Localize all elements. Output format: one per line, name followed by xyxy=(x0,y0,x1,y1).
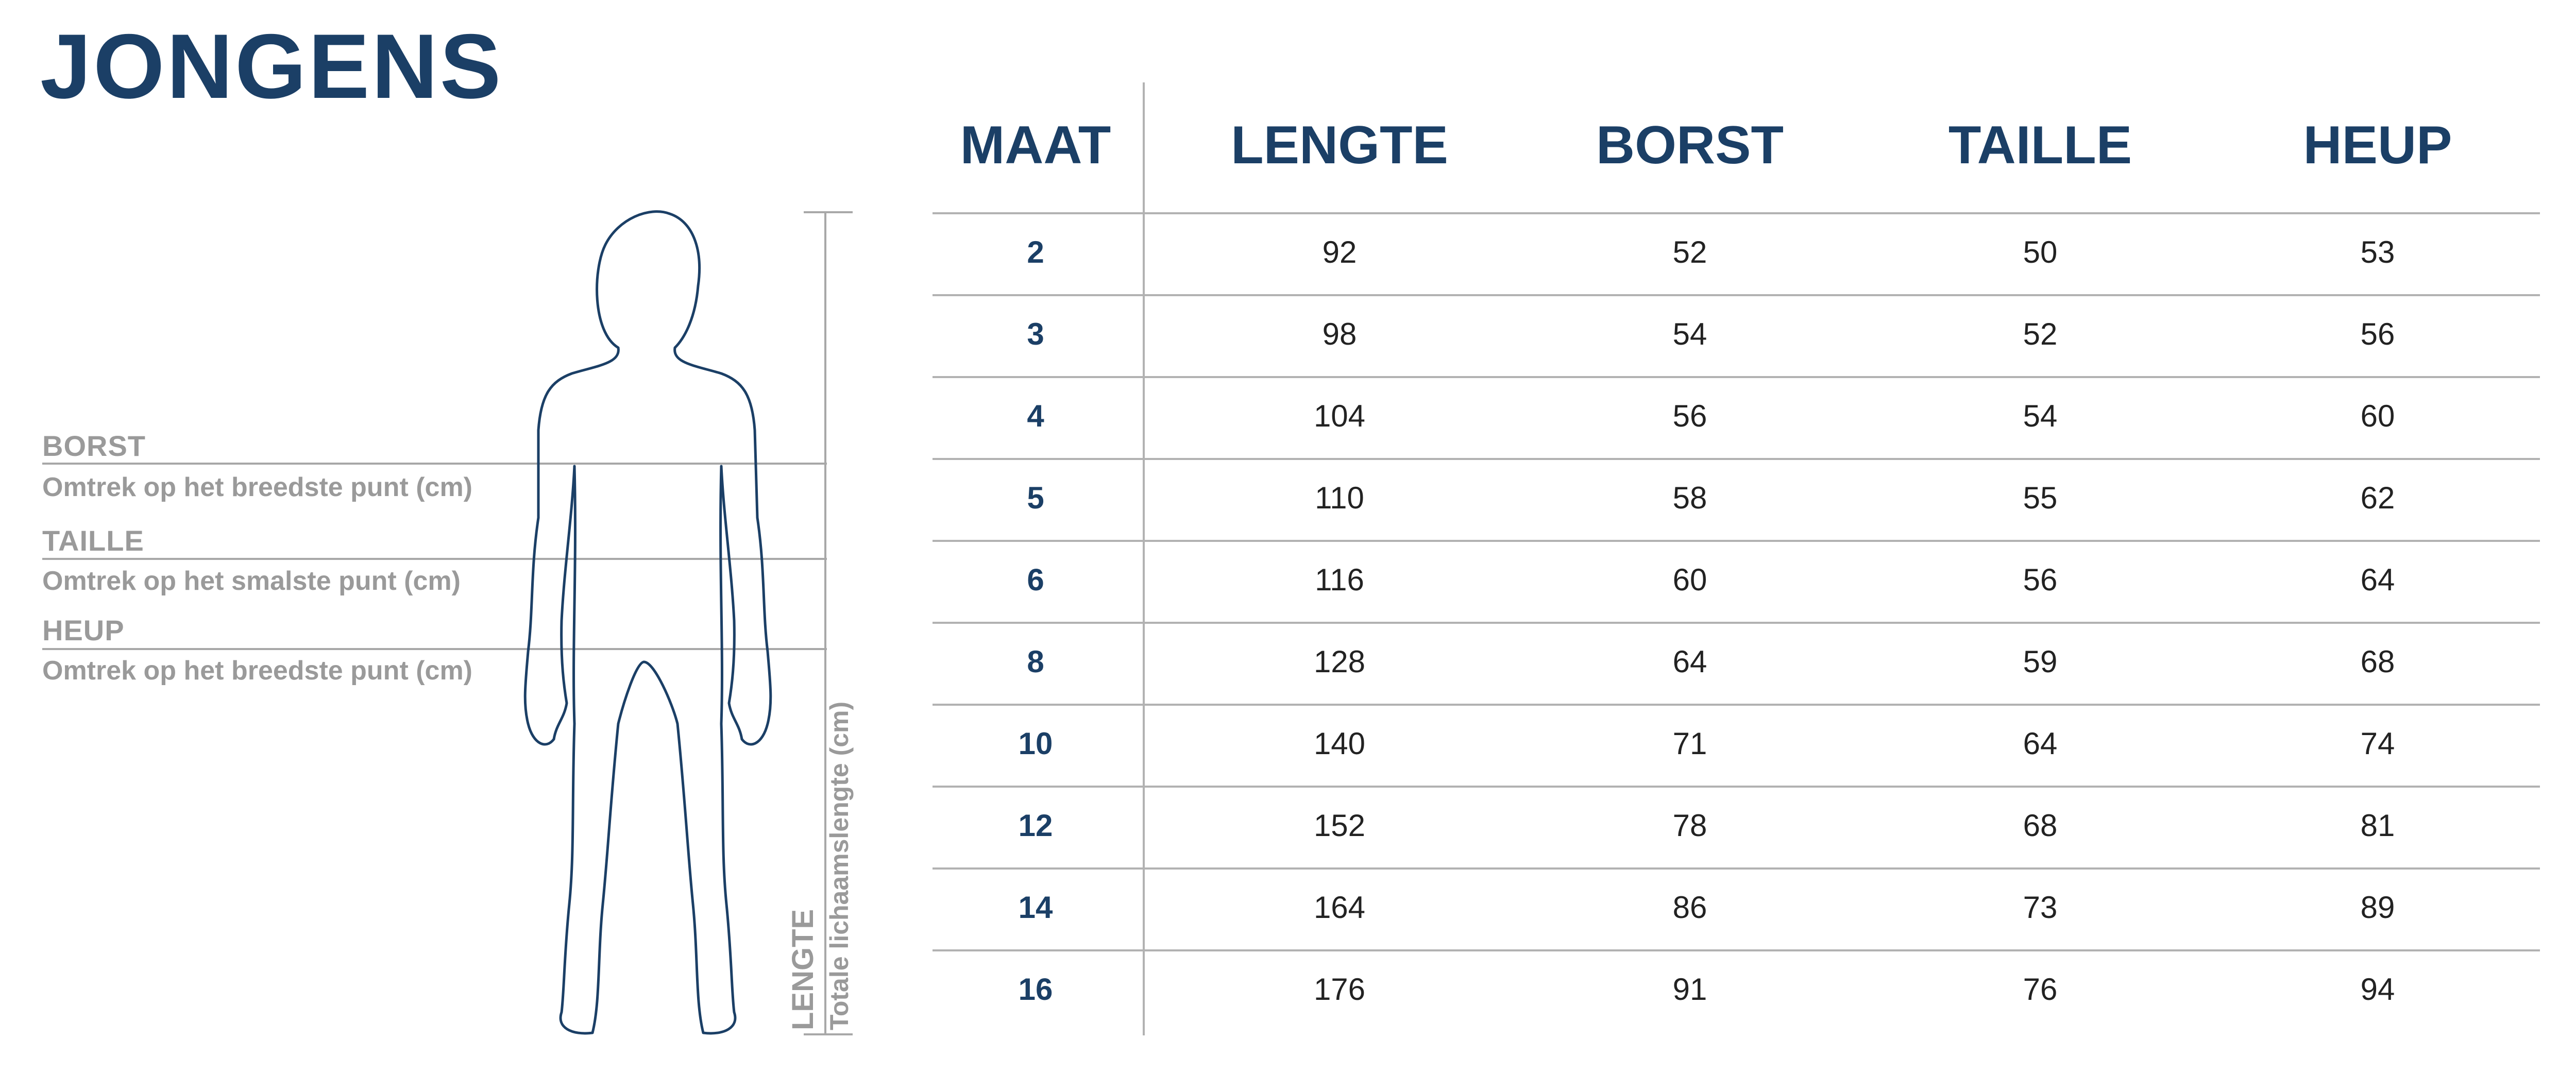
table-row: 14 164 86 73 89 xyxy=(933,867,2540,949)
cell-maat: 5 xyxy=(1027,481,1044,515)
cell-heup: 74 xyxy=(2360,726,2395,761)
cell-lengte: 128 xyxy=(1313,644,1366,679)
cell-borst: 91 xyxy=(1672,972,1707,1007)
cell-maat: 12 xyxy=(1018,808,1053,843)
heup-line xyxy=(42,648,827,650)
cell-heup: 81 xyxy=(2360,808,2395,843)
cell-taille: 73 xyxy=(2023,890,2058,925)
lengte-vertical-label: LENGTE Totale lichaamslengte (cm) xyxy=(786,701,854,1030)
child-figure-icon xyxy=(523,210,772,1035)
cell-borst: 56 xyxy=(1672,399,1707,433)
header-borst: BORST xyxy=(1596,115,1784,175)
header-taille: TAILLE xyxy=(1948,115,2132,175)
cell-maat: 8 xyxy=(1027,644,1044,679)
cell-borst: 52 xyxy=(1672,235,1707,269)
header-heup: HEUP xyxy=(2303,115,2452,175)
cell-lengte: 110 xyxy=(1315,481,1364,515)
cell-heup: 53 xyxy=(2360,235,2395,269)
cell-borst: 71 xyxy=(1672,726,1707,761)
cell-lengte: 164 xyxy=(1313,890,1366,925)
cell-lengte: 98 xyxy=(1322,317,1357,351)
height-bar-bottom-tick xyxy=(804,1033,853,1035)
cell-taille: 68 xyxy=(2023,808,2058,843)
cell-heup: 56 xyxy=(2360,317,2395,351)
cell-maat: 10 xyxy=(1018,726,1053,761)
measure-borst-description: Omtrek op het breedste punt (cm) xyxy=(42,472,472,502)
measure-borst-desc-wrap: Omtrek op het breedste punt (cm) xyxy=(42,474,472,501)
cell-heup: 64 xyxy=(2360,563,2395,597)
cell-maat: 3 xyxy=(1027,317,1044,351)
page-title: JONGENS xyxy=(40,15,503,117)
cell-maat: 4 xyxy=(1027,399,1044,433)
cell-lengte: 152 xyxy=(1313,808,1366,843)
height-bar-top-tick xyxy=(804,211,853,213)
header-lengte: LENGTE xyxy=(1231,115,1448,175)
cell-taille: 52 xyxy=(2023,317,2058,351)
cell-borst: 58 xyxy=(1672,481,1707,515)
measure-lengte-description: Totale lichaamslengte (cm) xyxy=(825,701,854,1030)
measure-heup: HEUP xyxy=(42,616,125,645)
table-row: 6 116 60 56 64 xyxy=(933,540,2540,622)
measure-heup-description: Omtrek op het breedste punt (cm) xyxy=(42,656,472,686)
table-row: 8 128 64 59 68 xyxy=(933,622,2540,704)
table-row: 4 104 56 54 60 xyxy=(933,376,2540,458)
cell-lengte: 140 xyxy=(1313,726,1366,761)
cell-taille: 54 xyxy=(2023,399,2058,433)
cell-maat: 14 xyxy=(1018,890,1053,925)
table-column-divider xyxy=(1143,82,1145,1035)
cell-borst: 54 xyxy=(1672,317,1707,351)
measure-heup-label: HEUP xyxy=(42,614,125,646)
table-row: 2 92 52 50 53 xyxy=(933,212,2540,294)
cell-taille: 50 xyxy=(2023,235,2058,269)
header-maat: MAAT xyxy=(960,115,1111,175)
measure-lengte-label: LENGTE xyxy=(786,909,820,1030)
cell-heup: 68 xyxy=(2360,644,2395,679)
cell-borst: 64 xyxy=(1672,644,1707,679)
measure-taille: TAILLE xyxy=(42,526,144,555)
measure-taille-description: Omtrek op het smalste punt (cm) xyxy=(42,566,461,596)
cell-taille: 76 xyxy=(2023,972,2058,1007)
table-row: 12 152 78 68 81 xyxy=(933,786,2540,867)
cell-lengte: 92 xyxy=(1322,235,1357,269)
table-header: MAAT LENGTE BORST TAILLE HEUP xyxy=(933,82,2540,212)
table-body: 2 92 52 50 53 3 98 54 52 56 4 104 56 54 60 5 110 58 55 62 6 1… xyxy=(933,212,2540,1031)
table-row: 5 110 58 55 62 xyxy=(933,458,2540,540)
size-table: MAAT LENGTE BORST TAILLE HEUP 2 92 52 50 53 3… xyxy=(933,82,2540,1031)
cell-lengte: 176 xyxy=(1313,972,1366,1007)
measure-borst-label: BORST xyxy=(42,430,146,462)
table-row: 16 176 91 76 94 xyxy=(933,949,2540,1031)
cell-taille: 55 xyxy=(2023,481,2058,515)
cell-taille: 59 xyxy=(2023,644,2058,679)
cell-maat: 2 xyxy=(1027,235,1044,269)
cell-heup: 62 xyxy=(2360,481,2395,515)
borst-line xyxy=(42,463,827,465)
measure-heup-desc-wrap: Omtrek op het breedste punt (cm) xyxy=(42,657,472,684)
cell-maat: 6 xyxy=(1027,563,1044,597)
height-bar xyxy=(824,211,826,1035)
cell-borst: 86 xyxy=(1672,890,1707,925)
taille-line xyxy=(42,558,827,560)
measure-borst: BORST xyxy=(42,432,146,461)
cell-borst: 78 xyxy=(1672,808,1707,843)
cell-lengte: 104 xyxy=(1313,399,1366,433)
table-row: 10 140 71 64 74 xyxy=(933,704,2540,786)
cell-heup: 89 xyxy=(2360,890,2395,925)
cell-heup: 60 xyxy=(2360,399,2395,433)
measure-taille-label: TAILLE xyxy=(42,524,144,557)
cell-taille: 56 xyxy=(2023,563,2058,597)
cell-heup: 94 xyxy=(2360,972,2395,1007)
cell-borst: 60 xyxy=(1672,563,1707,597)
cell-taille: 64 xyxy=(2023,726,2058,761)
cell-maat: 16 xyxy=(1018,972,1053,1007)
measure-taille-desc-wrap: Omtrek op het smalste punt (cm) xyxy=(42,568,461,594)
cell-lengte: 116 xyxy=(1315,563,1364,597)
table-row: 3 98 54 52 56 xyxy=(933,294,2540,376)
